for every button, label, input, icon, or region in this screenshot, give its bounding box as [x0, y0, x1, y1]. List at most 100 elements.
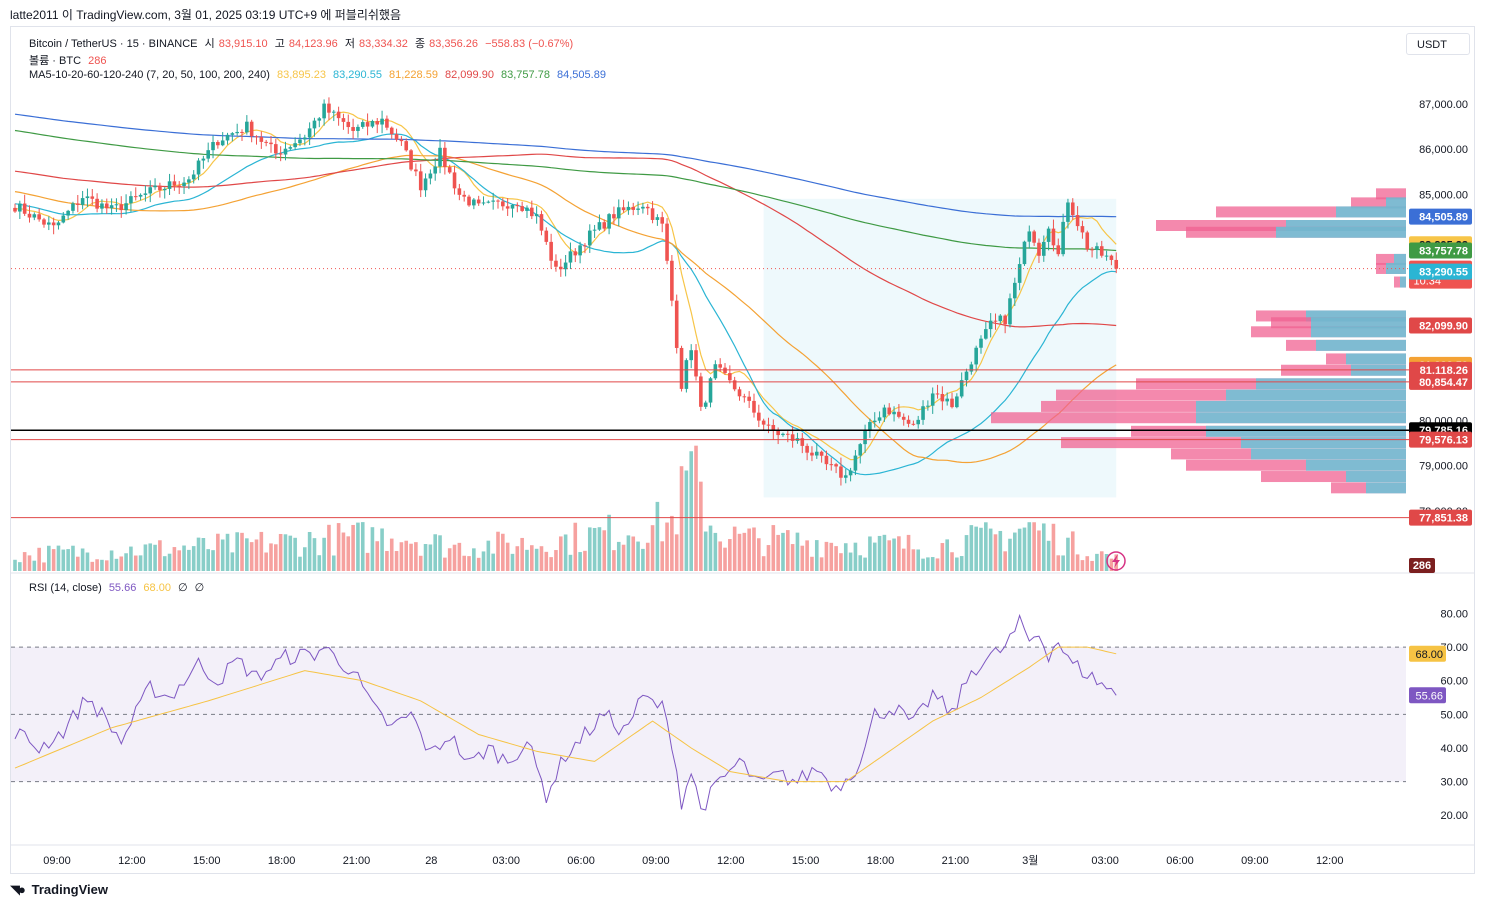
- candle-body: [288, 147, 293, 149]
- volume-bar: [530, 545, 534, 571]
- candle-body: [158, 185, 162, 191]
- candle-body: [1085, 232, 1090, 250]
- volume-bar: [728, 539, 732, 571]
- volume-bar: [940, 543, 945, 571]
- volume-bar: [501, 533, 505, 571]
- volume-bar: [158, 540, 162, 571]
- volume-bar: [544, 551, 549, 571]
- volume-bar: [761, 556, 766, 571]
- time-tick-label: 28: [425, 855, 437, 867]
- volume-bar: [18, 562, 22, 571]
- volume-bar: [810, 556, 814, 571]
- volume-bar: [621, 544, 626, 571]
- profile-buy-bar: [1336, 206, 1406, 218]
- candle-body: [201, 158, 206, 161]
- candle-body: [718, 364, 722, 368]
- candle-body: [327, 103, 331, 113]
- open-value: 83,915.10: [218, 38, 268, 50]
- candle-body: [394, 134, 399, 140]
- volume-bar: [998, 530, 1003, 571]
- candle-body: [641, 206, 645, 209]
- candle-body: [462, 194, 466, 197]
- volume-bar: [201, 538, 206, 571]
- volume-bar: [694, 445, 698, 571]
- candle-body: [790, 434, 795, 441]
- volume-bar: [42, 562, 46, 571]
- publish-caption: latte2011 이 TradingView.com, 3월 01, 2025…: [10, 8, 401, 22]
- volume-bar: [75, 556, 80, 571]
- volume-bar: [568, 554, 573, 571]
- candle-body: [182, 182, 186, 186]
- symbol-title[interactable]: Bitcoin / TetherUS · 15 · BINANCE: [29, 38, 198, 50]
- currency-button[interactable]: USDT: [1406, 33, 1470, 55]
- volume-bar: [752, 527, 756, 571]
- candle-body: [747, 396, 751, 401]
- candle-body: [269, 142, 273, 145]
- candle-body: [530, 207, 534, 217]
- price-tag-label: 83,757.78: [1419, 246, 1468, 258]
- candle-body: [1041, 241, 1046, 256]
- candle-body: [694, 350, 698, 377]
- candle-body: [558, 266, 563, 270]
- candle-body: [235, 131, 239, 134]
- candle-body: [47, 222, 51, 225]
- volume-bar: [303, 547, 307, 571]
- ma240-value: 84,505.89: [557, 69, 606, 81]
- volume-bar: [1066, 537, 1070, 571]
- volume-bar: [1109, 558, 1114, 571]
- low-value: 83,334.32: [358, 38, 408, 50]
- candle-body: [781, 433, 785, 436]
- ma7-value: 83,895.23: [277, 69, 326, 81]
- volume-bar: [1013, 532, 1017, 571]
- volume-bar: [447, 548, 452, 571]
- volume-bar: [187, 549, 191, 571]
- volume-bar: [496, 531, 500, 571]
- volume-bar: [322, 537, 326, 571]
- rsi-label[interactable]: RSI (14, close): [29, 582, 102, 594]
- low-label: 저: [344, 38, 355, 50]
- candle-body: [22, 203, 27, 214]
- volume-bar: [699, 481, 703, 571]
- candle-body: [554, 260, 558, 267]
- volume-bar: [148, 543, 153, 571]
- volume-bar: [327, 524, 331, 571]
- volume-bar: [558, 536, 563, 571]
- volume-bar: [814, 540, 819, 571]
- candle-body: [786, 433, 790, 435]
- ma-label[interactable]: MA5-10-20-60-120-240 (7, 20, 50, 100, 20…: [29, 69, 270, 81]
- chart-canvas[interactable]: 87,000.0086,000.0085,000.0080,000.0079,0…: [11, 27, 1474, 873]
- volume-bar: [216, 533, 220, 571]
- volume-bar: [959, 556, 964, 571]
- candle-body: [172, 181, 177, 186]
- candle-body: [1008, 298, 1012, 325]
- candle-body: [882, 407, 887, 418]
- volume-bar: [438, 535, 442, 571]
- ma100-line: [14, 153, 1117, 328]
- candle-body: [771, 424, 776, 431]
- profile-buy-bar: [1306, 459, 1406, 471]
- volume-bar: [51, 549, 56, 571]
- candle-body: [1066, 202, 1070, 222]
- volume-bar: [346, 536, 351, 571]
- candle-body: [684, 360, 689, 389]
- candle-body: [389, 127, 394, 135]
- volume-bar: [351, 524, 355, 571]
- volume-bar: [1099, 551, 1104, 571]
- volume-bar: [781, 532, 785, 571]
- volume-bar: [626, 535, 631, 571]
- candle-body: [153, 185, 157, 188]
- volume-bar: [124, 553, 128, 571]
- volume-bar: [114, 558, 119, 571]
- volume-label[interactable]: 볼륨 · BTC: [29, 55, 82, 67]
- candle-body: [805, 445, 809, 453]
- candle-body: [365, 122, 370, 127]
- volume-bar: [104, 560, 109, 571]
- volume-bar: [592, 527, 597, 571]
- volume-bar: [839, 553, 843, 571]
- candle-body: [926, 405, 930, 407]
- volume-bar: [1046, 540, 1051, 571]
- volume-bar: [85, 552, 90, 571]
- volume-bar: [950, 552, 954, 571]
- volume-bar: [1041, 523, 1046, 571]
- volume-bar: [631, 536, 636, 571]
